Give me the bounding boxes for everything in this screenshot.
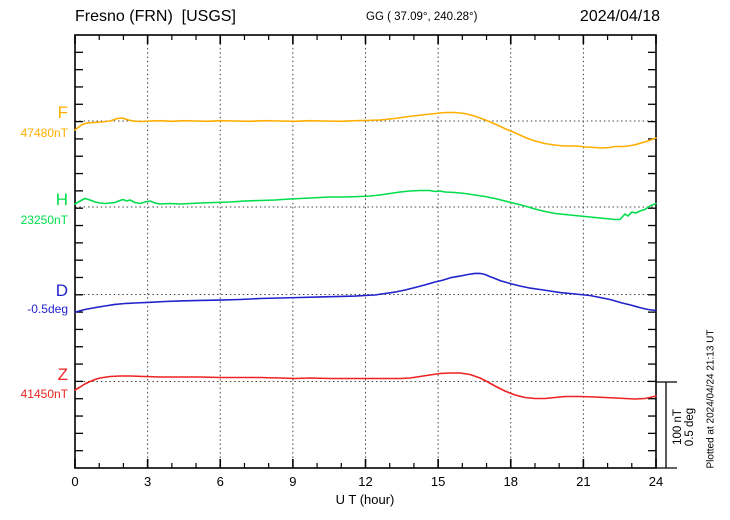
channel-label-h: H (55, 190, 68, 209)
trace-z (74, 372, 657, 400)
x-axis-title: U T (hour) (335, 492, 395, 507)
channel-label-f: F (57, 103, 68, 122)
trace-h (74, 189, 657, 221)
scale-bar-label: 100 nT 0.5 deg (672, 408, 696, 446)
x-tick-label: 6 (216, 474, 224, 489)
x-tick-label: 0 (71, 474, 79, 489)
plotted-at-timestamp: Plotted at 2024/04/24 21:13 UT (705, 329, 717, 469)
trace-f (74, 111, 657, 149)
x-tick-label: 9 (289, 474, 297, 489)
channel-baseline-f: 47480nT (20, 126, 68, 140)
plot-frame (74, 34, 657, 469)
scale-bar-label-nt: 100 nT (672, 409, 684, 445)
channel-baseline-h: 23250nT (20, 213, 68, 227)
x-tick-label: 12 (358, 474, 373, 489)
scale-bar-label-deg: 0.5 deg (684, 407, 696, 447)
x-tick-label: 18 (503, 474, 518, 489)
channel-label-z: Z (57, 365, 68, 384)
x-tick-label: 24 (648, 474, 664, 489)
plot-date: 2024/04/18 (579, 8, 660, 25)
x-tick-label: 21 (576, 474, 591, 489)
station-title: Fresno (FRN) [USGS] (75, 8, 236, 25)
geographic-coords: GG ( 37.09°, 240.28°) (366, 11, 478, 23)
x-tick-label: 3 (144, 474, 152, 489)
trace-d (74, 272, 657, 313)
channel-label-d: D (55, 281, 68, 300)
channel-baseline-z: 41450nT (20, 387, 68, 401)
x-tick-label: 15 (430, 474, 446, 489)
channel-baseline-d: -0.5deg (27, 302, 68, 316)
